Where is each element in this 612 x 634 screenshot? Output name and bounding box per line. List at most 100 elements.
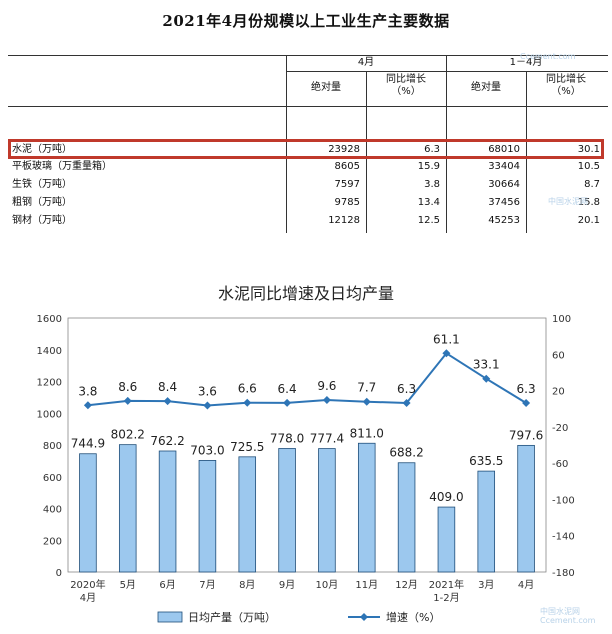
line-data-label: 9.6	[317, 379, 336, 393]
plot-area	[67, 317, 547, 573]
row-label: 水泥（万吨）	[12, 144, 72, 155]
col-header-abs-2: 绝对量	[471, 82, 501, 93]
row-value: 15.8	[577, 197, 600, 208]
bar-data-label: 777.4	[310, 432, 344, 446]
line-data-label: 8.6	[118, 380, 137, 394]
y-right-tick-label: -60	[552, 459, 568, 470]
bar-data-label: 703.0	[190, 443, 224, 457]
row-value: 13.4	[417, 197, 440, 208]
bar-data-label: 744.9	[71, 437, 105, 451]
x-tick-label: 6月	[159, 579, 175, 591]
row-value: 23928	[328, 144, 360, 155]
row-value: 30.1	[577, 144, 600, 155]
production-table: 4月 1－4月 绝对量 同比增长（%） 绝对量 同比增长（%） 水泥（万吨） 2…	[8, 55, 608, 233]
bar-data-label: 762.2	[150, 434, 184, 448]
y-left-tick-label: 200	[43, 536, 62, 547]
highlight-box	[8, 139, 604, 159]
row-value: 10.5	[577, 161, 600, 172]
line-point	[163, 397, 172, 406]
y-right-tick-label: 60	[552, 350, 565, 361]
y-right-tick-label: -100	[552, 495, 575, 506]
row-label: 平板玻璃（万重量箱）	[12, 161, 112, 172]
bar	[437, 506, 456, 573]
row-value: 8.7	[584, 179, 600, 190]
line-point	[283, 398, 292, 407]
bar	[198, 459, 217, 573]
line-point	[442, 349, 451, 358]
row-label: 钢材（万吨）	[12, 215, 72, 226]
line-data-label: 61.1	[433, 332, 460, 346]
row-label: 粗钢（万吨）	[12, 197, 72, 208]
row-value: 3.8	[424, 179, 440, 190]
bar	[477, 470, 496, 573]
bar	[397, 462, 416, 573]
bar	[357, 442, 376, 573]
y-left-tick-label: 1200	[37, 378, 62, 389]
bar	[238, 456, 257, 573]
y-right-tick-label: -180	[552, 568, 575, 579]
row-value: 68010	[488, 144, 520, 155]
y-right-tick-label: -140	[552, 532, 575, 543]
x-tick-label: 2021年 1-2月	[429, 578, 464, 604]
line-point	[522, 398, 531, 407]
watermark: Ccement.com	[540, 616, 596, 625]
bar-data-label: 409.0	[429, 490, 463, 504]
row-value: 6.3	[424, 144, 440, 155]
col-header-growth-2: 同比增长（%）	[546, 74, 586, 97]
line-data-label: 33.1	[473, 358, 500, 372]
x-tick-label: 5月	[120, 579, 136, 591]
row-value: 37456	[488, 197, 520, 208]
group-header-jan-apr: 1－4月	[509, 57, 543, 68]
row-value: 7597	[334, 179, 360, 190]
line-point	[402, 398, 411, 407]
y-right-tick-label: 20	[552, 387, 565, 398]
y-left-tick-label: 1600	[37, 314, 62, 325]
row-value: 33404	[488, 161, 520, 172]
row-value: 45253	[488, 215, 520, 226]
row-value: 30664	[488, 179, 520, 190]
line-data-label: 6.3	[517, 382, 536, 396]
line-point	[123, 396, 132, 405]
y-left-tick-label: 0	[56, 568, 62, 579]
y-left-tick-label: 600	[43, 473, 62, 484]
growth-line	[87, 351, 527, 407]
bar-data-label: 688.2	[389, 446, 423, 460]
legend-line-marker	[360, 613, 368, 621]
x-tick-label: 2020年 4月	[70, 578, 105, 604]
watermark: Ccement.com	[520, 52, 576, 61]
line-data-label: 6.3	[397, 382, 416, 396]
bar-data-label: 802.2	[111, 428, 145, 442]
line-data-label: 7.7	[357, 381, 376, 395]
line-data-label: 6.6	[238, 382, 257, 396]
legend-bar-label: 日均产量（万吨）	[188, 610, 276, 624]
bar-data-label: 725.5	[230, 440, 264, 454]
col-header-growth-1: 同比增长（%）	[386, 74, 426, 97]
bar-data-label: 635.5	[469, 454, 503, 468]
x-tick-label: 4月	[518, 579, 534, 591]
row-value: 12128	[328, 215, 360, 226]
bar	[158, 450, 177, 573]
bar-data-label: 778.0	[270, 431, 304, 445]
bar	[278, 448, 296, 573]
x-tick-label: 12月	[395, 579, 418, 591]
line-point	[243, 398, 252, 407]
x-tick-label: 11月	[355, 579, 378, 591]
row-label: 生铁（万吨）	[12, 179, 72, 190]
line-point	[362, 397, 371, 406]
chart-title: 水泥同比增速及日均产量	[217, 284, 394, 303]
y-left-tick-label: 1400	[37, 346, 62, 357]
watermark: 中国水泥网	[548, 197, 588, 206]
line-data-label: 8.4	[158, 380, 177, 394]
row-value: 20.1	[577, 215, 600, 226]
row-value: 12.5	[417, 215, 440, 226]
line-point	[322, 396, 331, 405]
x-tick-label: 10月	[316, 579, 339, 591]
x-tick-label: 9月	[279, 579, 295, 591]
line-data-label: 3.6	[198, 384, 217, 398]
bar-data-label: 797.6	[509, 428, 543, 442]
watermark: 中国水泥网	[540, 607, 580, 616]
line-data-label: 6.4	[278, 382, 297, 396]
row-value: 8605	[334, 161, 360, 172]
y-right-tick-label: 100	[552, 314, 571, 325]
